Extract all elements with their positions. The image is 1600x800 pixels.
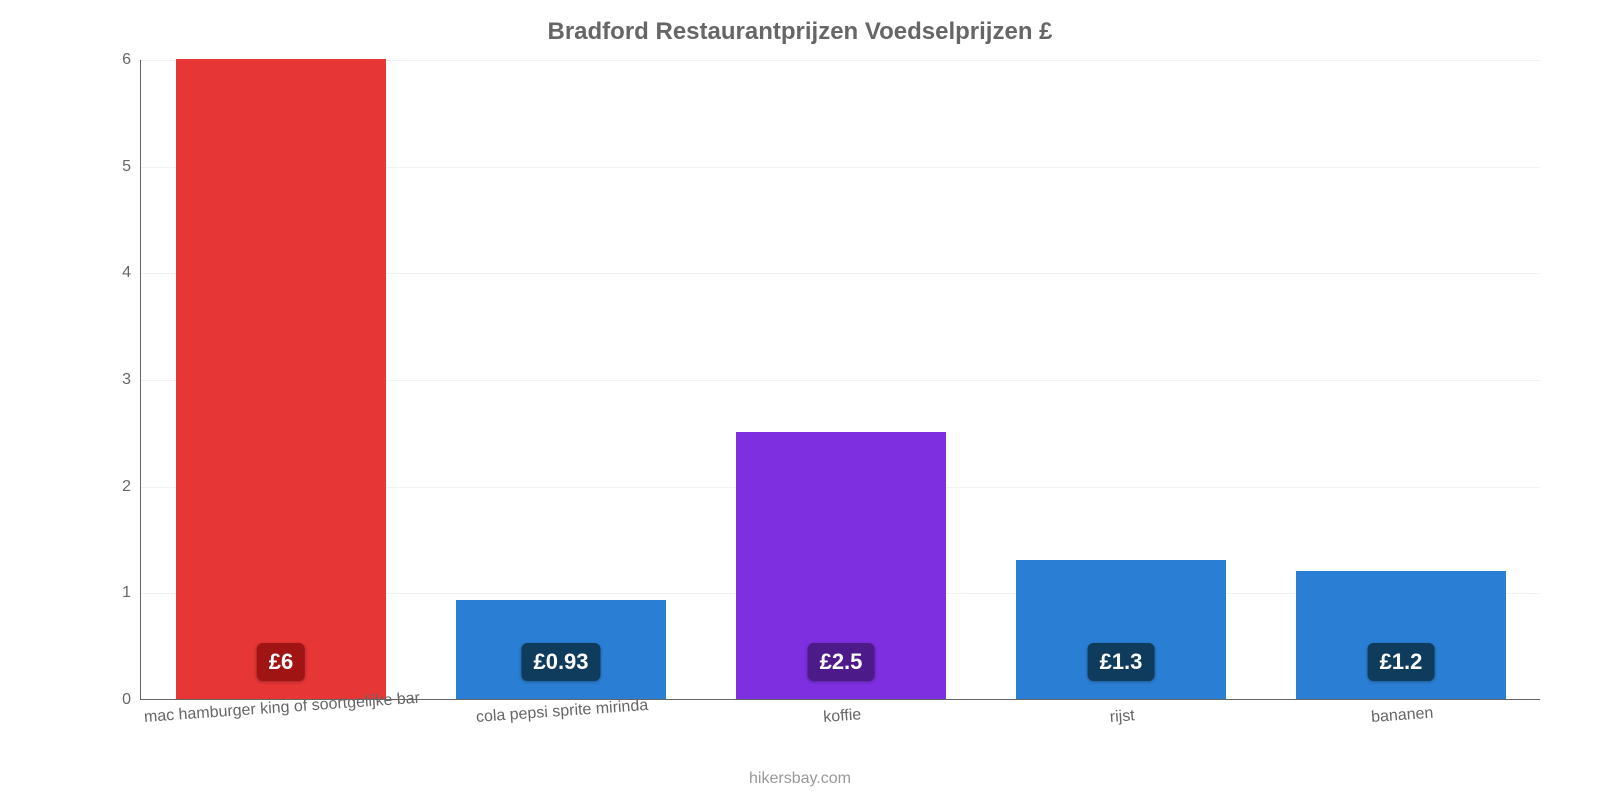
bar: £1.3	[1016, 560, 1226, 699]
chart-title: Bradford Restaurantprijzen Voedselprijze…	[0, 18, 1600, 46]
plot-area: 0123456£6mac hamburger king of soortgeli…	[140, 60, 1540, 700]
y-tick-label: 5	[122, 158, 141, 176]
y-tick-label: 0	[122, 691, 141, 709]
x-category-label: bananen	[1370, 695, 1434, 727]
bar-value-label: £2.5	[808, 643, 875, 681]
x-category-label: koffie	[822, 696, 862, 727]
bar-value-label: £0.93	[521, 643, 600, 681]
y-tick-label: 2	[122, 478, 141, 496]
bar: £2.5	[736, 432, 946, 699]
y-tick-label: 4	[122, 264, 141, 282]
bar: £6	[176, 59, 386, 699]
y-tick-label: 1	[122, 584, 141, 602]
bar: £1.2	[1296, 571, 1506, 699]
bar-value-label: £6	[257, 643, 305, 681]
chart-container: Bradford Restaurantprijzen Voedselprijze…	[0, 0, 1600, 800]
bar-value-label: £1.3	[1088, 643, 1155, 681]
bar-value-label: £1.2	[1368, 643, 1435, 681]
x-category-label: rijst	[1109, 697, 1136, 727]
chart-footer: hikersbay.com	[0, 770, 1600, 788]
y-tick-label: 3	[122, 371, 141, 389]
y-tick-label: 6	[122, 51, 141, 69]
bar: £0.93	[456, 600, 666, 699]
